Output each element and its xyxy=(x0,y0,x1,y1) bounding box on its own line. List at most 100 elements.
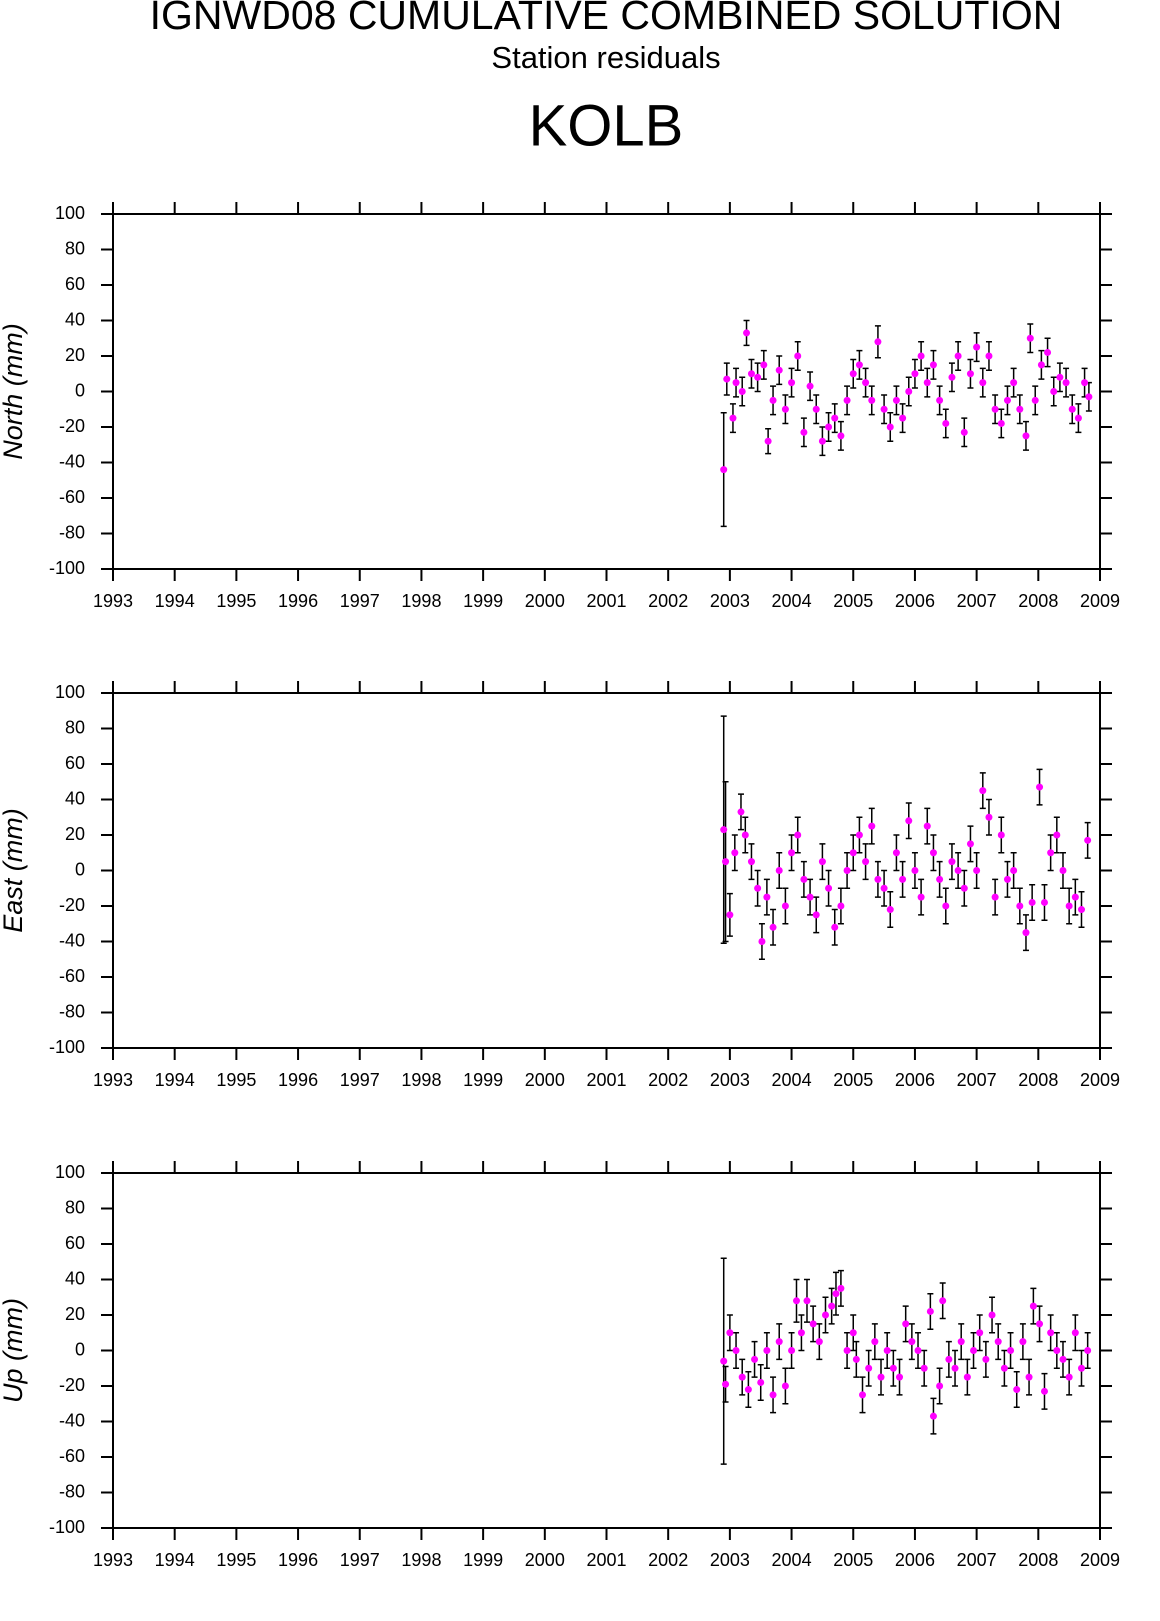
data-point xyxy=(769,396,777,404)
x-tick-label: 1993 xyxy=(93,1550,133,1570)
data-point xyxy=(985,352,993,360)
data-point xyxy=(751,1355,759,1363)
data-point xyxy=(760,361,768,369)
x-tick-label: 1995 xyxy=(216,591,256,611)
data-point xyxy=(720,826,728,834)
x-tick-label: 2002 xyxy=(648,1070,688,1090)
data-point xyxy=(880,405,888,413)
x-tick-label: 1998 xyxy=(401,1070,441,1090)
data-point xyxy=(966,840,974,848)
data-point xyxy=(973,867,981,874)
data-point xyxy=(868,396,876,404)
data-point xyxy=(899,414,907,422)
data-point xyxy=(899,875,907,883)
data-point xyxy=(936,396,944,404)
data-point xyxy=(1071,893,1079,901)
data-point xyxy=(769,1391,777,1399)
data-point xyxy=(862,858,870,866)
data-point xyxy=(868,822,876,830)
data-point xyxy=(1059,1355,1067,1363)
data-point xyxy=(763,1347,771,1354)
data-point xyxy=(821,1311,829,1319)
x-tick-label: 2003 xyxy=(710,591,750,611)
data-point xyxy=(726,911,734,919)
data-point xyxy=(781,1382,789,1390)
data-point xyxy=(923,822,931,830)
data-point xyxy=(929,1412,937,1420)
data-point xyxy=(837,1284,845,1292)
x-tick-label: 2002 xyxy=(648,591,688,611)
data-point xyxy=(1010,867,1018,874)
y-axis-label: North (mm) xyxy=(0,323,28,460)
x-tick-label: 2001 xyxy=(586,1070,626,1090)
data-point xyxy=(855,361,863,369)
data-point xyxy=(1053,1347,1061,1354)
data-point xyxy=(797,1329,805,1337)
data-point xyxy=(905,817,913,825)
y-tick-label: 40 xyxy=(65,1268,85,1288)
data-point xyxy=(812,911,820,919)
plot-frame xyxy=(112,1172,1101,1529)
data-point xyxy=(788,849,796,857)
y-tick-label: -40 xyxy=(59,930,85,950)
x-tick-label: 1996 xyxy=(278,591,318,611)
x-tick-label: 1996 xyxy=(278,1550,318,1570)
data-point xyxy=(831,414,839,422)
data-point xyxy=(954,867,962,874)
x-tick-label: 1993 xyxy=(93,1070,133,1090)
data-point xyxy=(741,831,749,839)
x-tick-label: 2009 xyxy=(1080,1550,1120,1570)
y-tick-label: 60 xyxy=(65,274,85,294)
data-point xyxy=(852,1355,860,1363)
data-point xyxy=(1016,902,1024,910)
data-point xyxy=(973,343,981,351)
y-tick-label: -100 xyxy=(49,1517,85,1537)
x-tick-label: 2009 xyxy=(1080,591,1120,611)
data-point xyxy=(1003,396,1011,404)
x-tick-label: 2007 xyxy=(957,1550,997,1570)
data-point xyxy=(936,1382,944,1390)
data-point xyxy=(788,1347,796,1354)
data-point xyxy=(809,1320,817,1328)
x-tick-label: 2004 xyxy=(772,1070,812,1090)
y-tick-label: 60 xyxy=(65,753,85,773)
data-point xyxy=(966,370,974,378)
data-point xyxy=(781,405,789,413)
y-tick-label: 0 xyxy=(75,859,85,879)
data-point xyxy=(865,1364,873,1372)
data-point xyxy=(929,849,937,857)
y-tick-label: 100 xyxy=(55,682,85,702)
data-point xyxy=(1077,906,1085,914)
x-tick-label: 2006 xyxy=(895,591,935,611)
data-point xyxy=(722,858,730,866)
x-tick-label: 2008 xyxy=(1018,1550,1058,1570)
y-axis-label: Up (mm) xyxy=(0,1298,28,1403)
data-point xyxy=(726,1329,734,1337)
data-point xyxy=(1022,929,1030,937)
data-point xyxy=(942,902,950,910)
data-point xyxy=(849,1329,857,1337)
x-tick-label: 2009 xyxy=(1080,1070,1120,1090)
data-point xyxy=(1050,388,1058,395)
data-point xyxy=(874,875,882,883)
data-point xyxy=(1029,1302,1037,1310)
data-point xyxy=(1059,867,1067,874)
data-point xyxy=(1065,902,1073,910)
data-point xyxy=(871,1338,879,1346)
data-point xyxy=(923,379,931,387)
data-point xyxy=(1003,875,1011,883)
data-point xyxy=(1074,414,1082,422)
data-point xyxy=(747,858,755,866)
x-tick-label: 2003 xyxy=(710,1070,750,1090)
x-tick-label: 1994 xyxy=(155,1070,195,1090)
data-point xyxy=(818,437,826,445)
data-point xyxy=(874,338,882,346)
x-tick-label: 2005 xyxy=(833,1550,873,1570)
chart-subtitle: Station residuals xyxy=(491,40,720,75)
x-tick-label: 1995 xyxy=(216,1070,256,1090)
data-point xyxy=(880,884,888,892)
data-point xyxy=(979,379,987,387)
data-point xyxy=(926,1307,934,1315)
data-point xyxy=(1044,348,1052,356)
data-point xyxy=(1071,1329,1079,1337)
